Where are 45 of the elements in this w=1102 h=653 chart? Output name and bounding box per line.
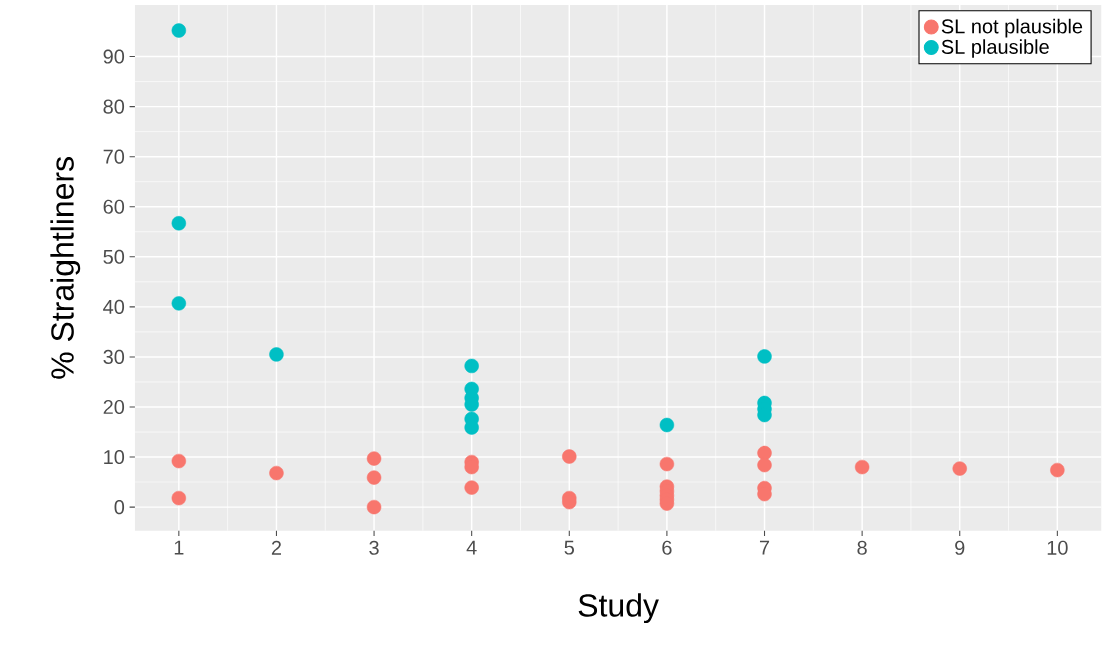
y-tick-label: 20 [103,400,125,415]
y-tick-label: 90 [103,49,125,64]
point [366,500,382,515]
x-tick-label: 10 [1047,540,1068,556]
point [171,454,187,469]
point [757,446,772,461]
x-axis-title: Study [578,593,659,624]
point [952,461,967,476]
point [562,449,577,464]
y-tick-label: 30 [103,350,125,365]
x-tick-label: 1 [174,540,184,555]
point [659,457,675,472]
point [757,458,772,473]
x-tick-label: 2 [271,540,282,555]
legend-label: SL plausible [941,39,1049,59]
point [171,296,187,311]
legend-label: SL not plausible [941,18,1083,38]
x-tick-label: 3 [369,540,379,556]
y-axis-title: % Straightliners [50,157,81,379]
y-tick-label: 80 [103,99,125,114]
point [269,347,284,362]
point [1050,463,1065,478]
y-tick-label: 0 [114,500,125,515]
y-tick-label: 40 [103,300,125,315]
y-tick-label: 10 [104,450,125,465]
point [171,216,187,231]
point [464,358,479,374]
point [366,451,382,466]
x-tick-label: 9 [955,540,965,556]
point [269,466,284,481]
x-tick-label: 7 [759,540,770,555]
point [757,349,772,364]
point [464,480,479,496]
point [854,460,870,475]
point [171,491,187,506]
y-tick-label: 70 [103,149,125,164]
point [171,23,187,38]
y-tick-label: 50 [103,249,125,265]
x-tick-label: 8 [857,540,867,556]
x-tick-label: 5 [564,540,575,555]
x-tick-label: 6 [662,540,672,556]
point [659,418,675,433]
y-tick-label: 60 [103,199,125,215]
x-tick-label: 4 [466,540,477,555]
point [366,470,382,485]
